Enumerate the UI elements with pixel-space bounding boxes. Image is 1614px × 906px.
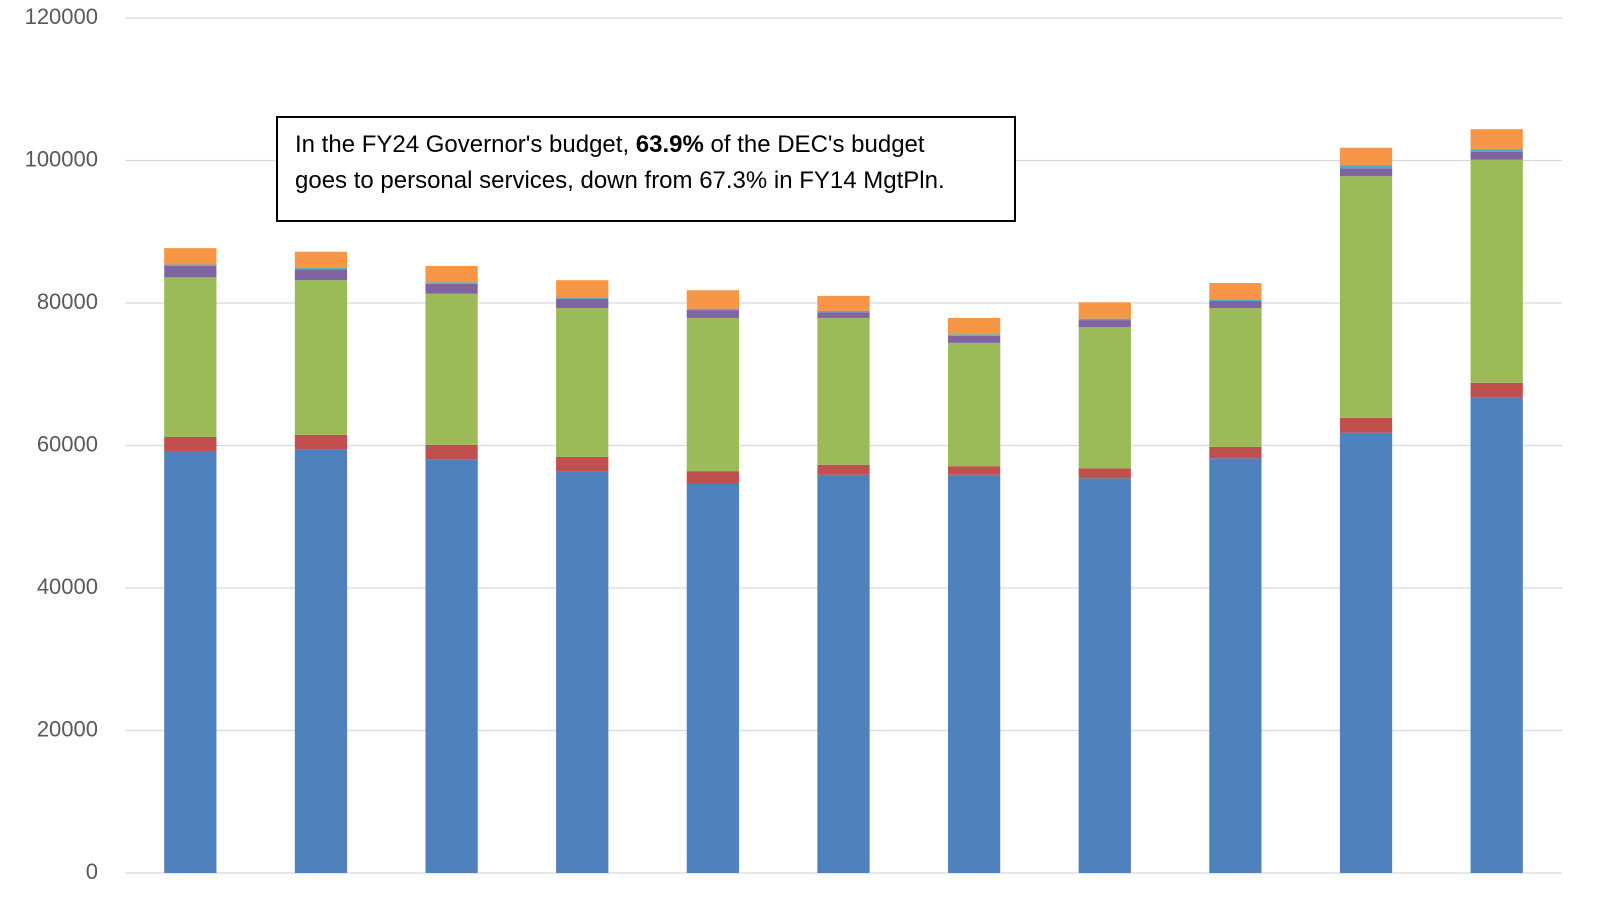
bar-segment xyxy=(686,290,739,309)
bar-segment xyxy=(1078,302,1131,319)
bar-segment xyxy=(556,307,609,457)
bar-segment xyxy=(817,312,870,318)
bar-segment xyxy=(294,269,348,281)
bar-segment xyxy=(1339,432,1393,873)
bar-segment xyxy=(425,282,478,284)
y-tick-label: 40000 xyxy=(37,574,98,599)
bar-segment xyxy=(164,277,217,437)
annotation-text: goes to personal services, down from 67.… xyxy=(295,167,945,194)
bar-segment xyxy=(556,471,609,873)
bar-segment xyxy=(1078,320,1131,328)
bar-segment xyxy=(686,317,739,472)
bar-segment xyxy=(556,297,609,299)
bar-segment xyxy=(425,459,478,873)
bar-segment xyxy=(948,466,1001,475)
bar-segment xyxy=(164,248,217,265)
bar-segment xyxy=(1470,397,1523,873)
bar-segment xyxy=(1209,458,1262,873)
bar-segment xyxy=(1470,151,1523,160)
bar-segment xyxy=(1078,478,1131,873)
bar-segment xyxy=(817,464,870,475)
bar-segment xyxy=(1209,446,1262,459)
bar-segment xyxy=(164,451,217,873)
annotation-part: of the DEC's budget xyxy=(704,131,925,158)
y-tick-label: 0 xyxy=(86,859,98,884)
bar-segment xyxy=(1470,382,1523,398)
bar-segment xyxy=(948,342,1001,467)
bar-segment xyxy=(294,251,348,269)
y-tick-label: 80000 xyxy=(37,289,98,314)
y-tick-label: 60000 xyxy=(37,431,98,456)
bar-segment xyxy=(1339,147,1393,166)
bar-segment xyxy=(948,334,1001,336)
bar-segment xyxy=(1339,165,1393,169)
bar-segment xyxy=(1339,417,1393,433)
bar-segment xyxy=(1470,159,1523,383)
bar-segment xyxy=(1209,307,1262,447)
bar-segment xyxy=(556,298,609,308)
bar-segment xyxy=(1470,129,1523,150)
bar-segment xyxy=(294,449,348,873)
bar-segment xyxy=(817,474,870,873)
bar-segment xyxy=(425,283,478,294)
annotation-box xyxy=(276,116,1016,222)
y-tick-label: 100000 xyxy=(25,146,98,171)
bar-segment xyxy=(1209,299,1262,301)
bar-segment xyxy=(686,483,739,873)
bar-segment xyxy=(686,310,739,318)
bar-segment xyxy=(164,264,217,266)
bar-segment xyxy=(1470,149,1523,152)
y-tick-label: 20000 xyxy=(37,716,98,741)
bar-segment xyxy=(425,293,478,445)
bar-segment xyxy=(1078,468,1131,479)
annotation-part: goes to personal services, down from 67.… xyxy=(295,167,945,194)
bar-segment xyxy=(164,436,217,452)
y-tick-label: 120000 xyxy=(25,4,98,29)
bar-segment xyxy=(686,308,739,311)
bar-segment xyxy=(817,317,870,465)
bar-segment xyxy=(1339,176,1393,418)
bar-segment xyxy=(1078,318,1131,321)
bar-segment xyxy=(1078,327,1131,469)
bar-segment xyxy=(948,474,1001,873)
bar-segment xyxy=(294,434,348,450)
bar-segment xyxy=(686,471,739,484)
bar-segment xyxy=(425,265,478,283)
bar-segment xyxy=(425,444,478,460)
bar-segment xyxy=(294,280,348,435)
bar-segment xyxy=(556,280,609,298)
bar-segment xyxy=(1339,168,1393,177)
bar-segment xyxy=(817,295,870,311)
bar-segment xyxy=(164,265,217,278)
annotation-text: In the FY24 Governor's budget, 63.9% of … xyxy=(295,131,925,158)
bar-segment xyxy=(948,317,1001,335)
bar-segment xyxy=(1209,283,1262,300)
annotation-part: 63.9% xyxy=(636,131,704,158)
annotation-part: In the FY24 Governor's budget, xyxy=(295,131,636,158)
bar-segment xyxy=(556,456,609,472)
bar-segment xyxy=(817,310,870,313)
bar-segment xyxy=(1209,300,1262,308)
bar-segment xyxy=(948,335,1001,343)
bar-segment xyxy=(294,268,348,270)
